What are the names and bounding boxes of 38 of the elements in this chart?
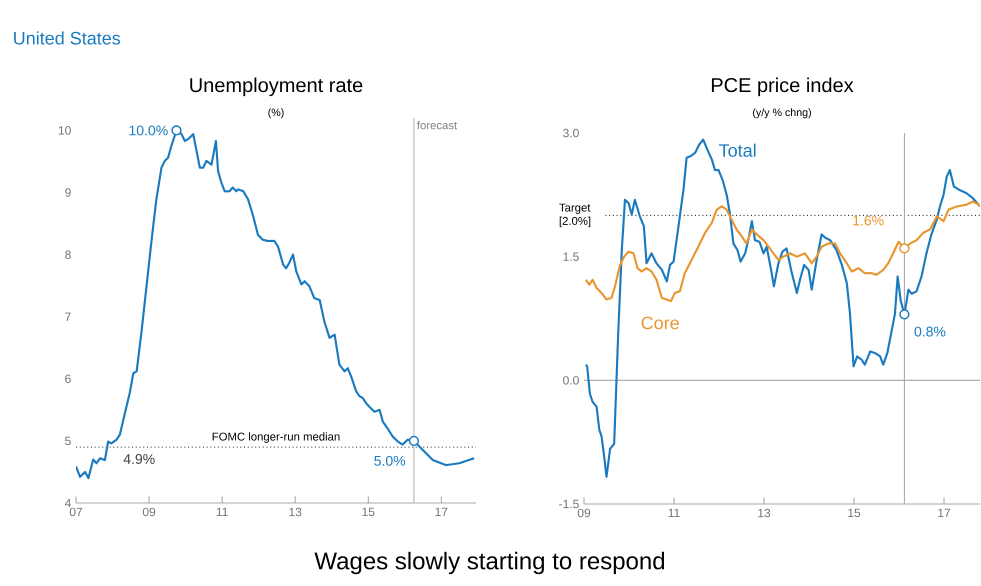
ref-line-label: Target [2.0%] [559, 204, 590, 228]
y-tick-label: 1.5 [564, 252, 579, 261]
x-tick-label: 07 [70, 508, 82, 516]
chart-title: PCE price index [712, 78, 854, 96]
y-tick-label: 9 [65, 188, 71, 197]
chart-subtitle: (%) [268, 108, 284, 118]
x-tick-label: 11 [216, 508, 228, 516]
x-tick-label: 11 [668, 508, 680, 517]
annotation: 0.8% [914, 326, 946, 337]
x-tick-label: 13 [289, 508, 302, 516]
ref-line-label: FOMC longer-run median [212, 432, 340, 443]
y-tick-label: 7 [65, 312, 71, 321]
chart-subtitle: (y/y % chng) [753, 108, 811, 118]
x-tick-label: 09 [578, 508, 590, 518]
x-tick-label: 15 [848, 508, 860, 518]
annotation: 10.0% [130, 125, 168, 136]
x-tick-label: 13 [758, 508, 770, 518]
y-tick-label: 6 [65, 374, 71, 384]
x-tick-label: 15 [362, 508, 374, 516]
chart-title: Unemployment rate [190, 78, 362, 96]
annotation: 4.9% [124, 454, 155, 464]
y-tick-label: -1.5 [559, 500, 579, 508]
text: United States [14, 31, 120, 45]
ref-line-label: forecast [417, 120, 458, 130]
series-label: Total [719, 144, 756, 157]
x-tick-label: 09 [142, 508, 156, 516]
series-label: Core [642, 316, 679, 330]
annotation: 1.6% [853, 216, 884, 226]
x-tick-label: 17 [436, 508, 448, 516]
y-tick-label: 0.0 [563, 376, 579, 385]
y-tick-label: 10 [58, 126, 71, 135]
text: Wages slowly starting to respond [314, 552, 664, 574]
y-tick-label: 5 [65, 436, 71, 446]
y-tick-label: 8 [65, 250, 71, 259]
y-tick-label: 4 [64, 498, 71, 508]
y-tick-label: 3.0 [563, 128, 579, 138]
x-tick-label: 17 [938, 508, 950, 517]
annotation: 5.0% [374, 456, 406, 466]
